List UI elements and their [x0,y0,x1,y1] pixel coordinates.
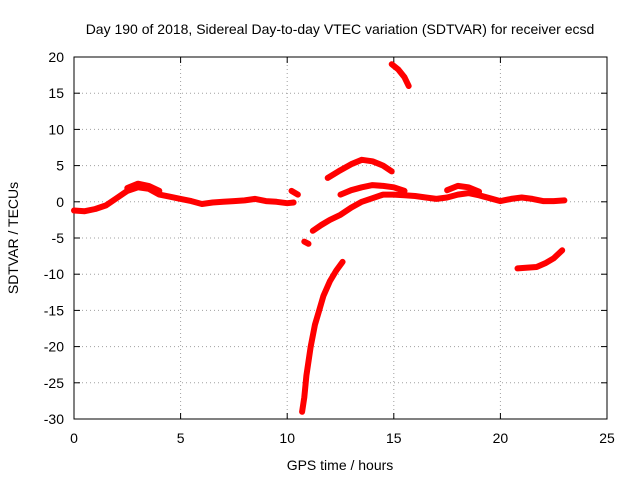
y-axis-label: SDTVAR / TECUs [5,182,21,294]
y-tick-label: 0 [56,194,64,210]
x-tick-label: 20 [493,430,509,446]
series-main-band [71,184,297,215]
chart-title: Day 190 of 2018, Sidereal Day-to-day VTE… [86,21,595,37]
y-tick-label: -25 [44,375,64,391]
x-tick-label: 5 [177,430,185,446]
series-low-arc [301,238,312,247]
plot-frame [73,56,608,420]
x-tick-label: 0 [70,430,78,446]
x-tick-label: 25 [599,430,615,446]
series-mid-rise [309,190,568,234]
y-tick-label: 20 [48,49,64,65]
x-axis-label: GPS time / hours [287,457,394,473]
y-tick-label: 15 [48,85,64,101]
y-tick-label: -20 [44,339,64,355]
x-tick-label: 10 [279,430,295,446]
series-upper-hump [337,182,408,198]
series-late-hump [444,182,483,195]
series-late-rise [514,247,566,272]
y-tick-label: -30 [44,411,64,427]
series-layer [71,61,568,415]
series-arc-3-6 [324,156,395,181]
x-tick-label: 15 [386,430,402,446]
grid [74,57,607,419]
y-tick-label: 10 [48,121,64,137]
series-steep-rise [299,258,346,415]
y-tick-label: -10 [44,266,64,282]
y-tick-label: -5 [52,230,65,246]
series-top-fall [388,61,412,89]
y-tick-label: 5 [56,158,64,174]
axis-ticks: 0 5 10 15 20 25 -30 -25 -20 -15 -10 -5 0 5 10 15 20 [44,49,615,446]
series-main-band-upper [124,180,163,194]
y-tick-label: -15 [44,302,64,318]
series-blip-10.5 [288,187,301,198]
